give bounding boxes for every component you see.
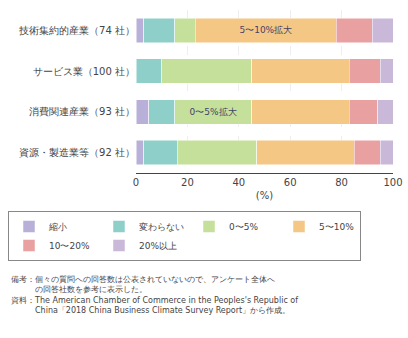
svg-text:0〜5%: 0〜5% — [229, 222, 258, 232]
svg-text:80: 80 — [335, 177, 348, 188]
svg-text:0〜5%拡大: 0〜5%拡大 — [190, 107, 237, 117]
svg-text:20: 20 — [181, 177, 194, 188]
svg-text:技術集約的産業（74 社）: 技術集約的産業（74 社） — [18, 25, 135, 36]
svg-text:60: 60 — [284, 177, 297, 188]
svg-text:20%以上: 20%以上 — [139, 241, 177, 251]
svg-text:(%): (%) — [256, 190, 273, 201]
svg-text:消費関連産業（93 社）: 消費関連産業（93 社） — [29, 106, 135, 117]
svg-text:0: 0 — [133, 177, 139, 188]
svg-text:40: 40 — [232, 177, 245, 188]
svg-text:サービス業（100 社）: サービス業（100 社） — [33, 66, 135, 77]
svg-text:100: 100 — [383, 177, 402, 188]
svg-text:5〜10%拡大: 5〜10%拡大 — [239, 25, 292, 35]
svg-text:備考：個々の質問への回答数は公表されていないので、アンケート: 備考：個々の質問への回答数は公表されていないので、アンケート全体へ の回答社数を… — [11, 275, 298, 315]
svg-text:資源・製造業等（92 社）: 資源・製造業等（92 社） — [19, 147, 135, 158]
svg-text:変わらない: 変わらない — [139, 222, 184, 232]
svg-text:縮小: 縮小 — [48, 222, 67, 232]
svg-text:10〜20%: 10〜20% — [49, 241, 90, 251]
svg-text:5〜10%: 5〜10% — [319, 222, 354, 232]
